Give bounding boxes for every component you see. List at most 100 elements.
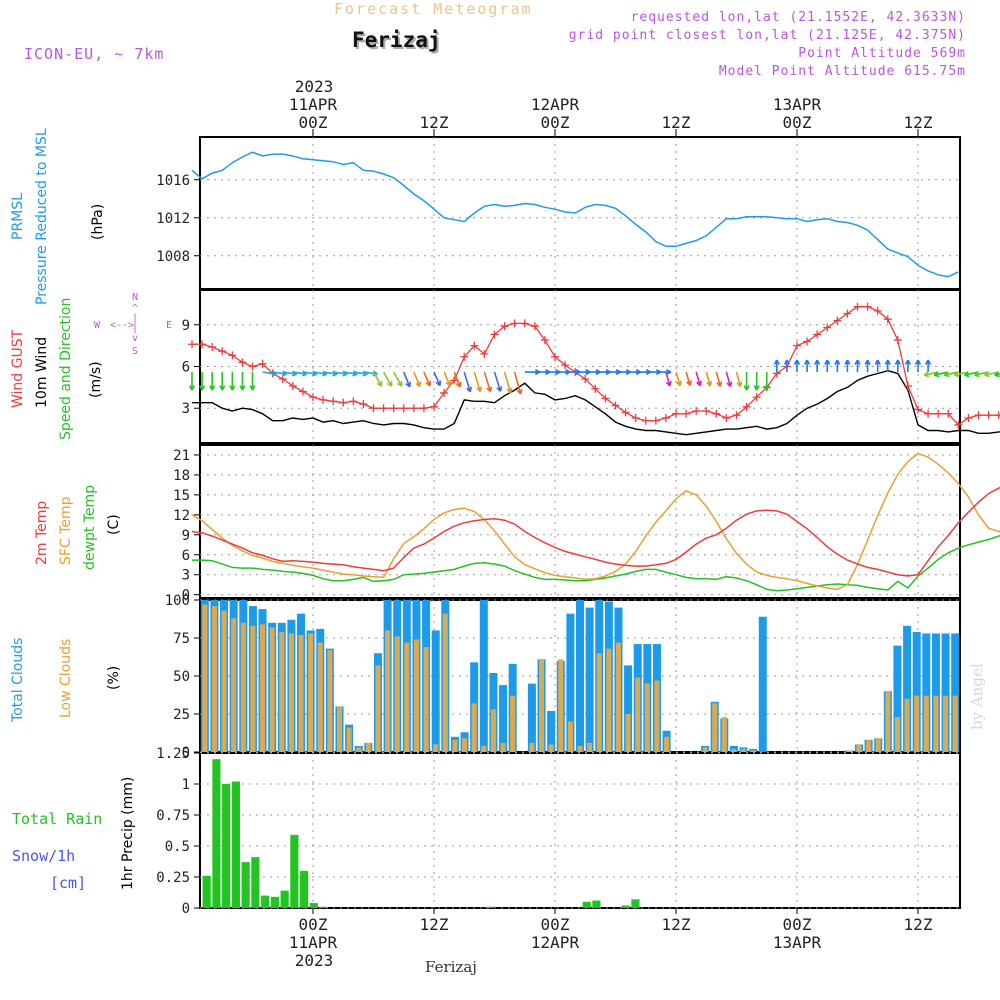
wind-direction-arrow bbox=[725, 371, 732, 387]
wind-direction-arrow bbox=[372, 371, 383, 387]
low-cloud-bar bbox=[471, 703, 477, 752]
gust-marker bbox=[954, 420, 963, 429]
total-rain-label: Total Rain bbox=[12, 810, 103, 828]
location-title: Ferizaj bbox=[352, 28, 441, 52]
low-cloud-bar bbox=[664, 736, 670, 752]
gridpoint-lonlat: grid point closest lon,lat (21.125E, 42.… bbox=[568, 28, 966, 43]
wind-direction-arrow bbox=[513, 371, 522, 395]
rain-bar bbox=[290, 834, 299, 908]
low-cloud-bar bbox=[587, 742, 593, 752]
wind-arrow-head bbox=[198, 385, 206, 391]
low-cloud-bar bbox=[596, 653, 602, 752]
wind-arrow-head bbox=[736, 381, 743, 388]
low-cloud-bar bbox=[288, 633, 294, 752]
gust-marker bbox=[500, 322, 509, 331]
wind-arrow-head bbox=[834, 359, 841, 365]
pressure-line bbox=[191, 151, 959, 278]
total-cloud-bar bbox=[729, 745, 738, 752]
gust-marker bbox=[752, 393, 761, 402]
low-cloud-bar bbox=[481, 745, 487, 752]
snow-label: Snow/1h bbox=[12, 847, 76, 865]
wind-arrow-head bbox=[974, 371, 980, 378]
low-cloud-bar bbox=[240, 622, 246, 752]
y-tick-label: 1 bbox=[182, 777, 190, 793]
gust-marker bbox=[399, 404, 408, 413]
rain-bar bbox=[222, 784, 231, 908]
wind-direction-arrow bbox=[282, 371, 297, 375]
low-cloud-bar bbox=[846, 750, 852, 752]
wind-direction-arrow bbox=[984, 371, 999, 376]
gust-marker bbox=[319, 395, 328, 404]
model-label: ICON-EU, ~ 7km bbox=[24, 45, 165, 63]
wind-direction-arrow bbox=[322, 371, 338, 375]
total-cloud-bar bbox=[922, 633, 931, 752]
rain-bar bbox=[621, 905, 630, 908]
gust-marker bbox=[208, 343, 217, 352]
low-cloud-bar bbox=[914, 695, 920, 752]
wind-arrow-head bbox=[516, 388, 523, 395]
wind-arrow-head bbox=[844, 359, 851, 365]
gust-marker bbox=[984, 411, 993, 420]
wind-arrow-head bbox=[763, 385, 770, 391]
wind-direction-arrow bbox=[333, 371, 348, 375]
gust-marker bbox=[873, 306, 882, 315]
gust-marker bbox=[339, 398, 348, 407]
point-altitude: Point Altitude 569m bbox=[798, 46, 966, 61]
y-tick-label: 25 bbox=[173, 707, 190, 723]
y-tick-label: 3 bbox=[182, 401, 190, 417]
wind-arrow-head bbox=[455, 381, 462, 388]
total-cloud-bar bbox=[431, 630, 440, 752]
y-tick-label: 0 bbox=[182, 588, 190, 604]
total-cloud-bar bbox=[893, 645, 902, 752]
gust-marker bbox=[591, 384, 600, 393]
wind-direction-arrow bbox=[382, 371, 393, 387]
gust-marker bbox=[561, 361, 570, 370]
gust-marker bbox=[379, 404, 388, 413]
rain-bar bbox=[251, 857, 260, 908]
gust-marker bbox=[611, 401, 620, 410]
low-cloud-bar bbox=[298, 634, 304, 752]
gust-marker bbox=[430, 402, 438, 411]
wind-direction-arrow bbox=[964, 371, 979, 376]
low-cloud-bar bbox=[539, 659, 545, 752]
bottom-date-label: 13APR bbox=[773, 933, 822, 952]
rain-bar bbox=[280, 890, 289, 908]
wind-arrow-head bbox=[696, 380, 703, 387]
temp2m-line bbox=[191, 486, 1000, 577]
low-cloud-bar bbox=[875, 738, 881, 752]
gust-marker bbox=[924, 409, 933, 418]
wind-direction-arrow bbox=[262, 371, 277, 375]
y-tick-label: 9 bbox=[182, 528, 190, 544]
gust-marker bbox=[692, 407, 701, 416]
gust-marker bbox=[581, 375, 590, 384]
low-cloud-bar bbox=[606, 648, 612, 752]
sfc-temp-line bbox=[191, 452, 1000, 591]
low-cloud-bar bbox=[731, 748, 737, 752]
top-date-label: 11APR bbox=[289, 95, 338, 114]
top-date-label: 12APR bbox=[531, 95, 580, 114]
low-cloud-bar bbox=[308, 633, 314, 752]
wind-arrow-head bbox=[219, 385, 226, 391]
wind-arrow-head bbox=[425, 380, 432, 387]
gust-marker bbox=[601, 394, 610, 403]
wind-arrow-head bbox=[994, 371, 1000, 378]
gust-marker bbox=[238, 358, 247, 367]
low-cloud-bar bbox=[250, 625, 256, 752]
gust-marker bbox=[409, 404, 418, 413]
y-tick-label: 1012 bbox=[156, 211, 190, 227]
wind-direction-arrow bbox=[302, 371, 318, 375]
compass-arrows-horizontal: <--> bbox=[110, 320, 135, 331]
wind-direction-arrow bbox=[954, 371, 969, 376]
wind-arrow-head bbox=[803, 359, 811, 365]
wind-arrow-head bbox=[396, 381, 403, 387]
y-tick-label: 6 bbox=[182, 548, 190, 564]
low-cloud-bar bbox=[279, 631, 285, 752]
wind-direction-arrow bbox=[675, 371, 681, 386]
top-date-label: 13APR bbox=[773, 95, 822, 114]
requested-lonlat: requested lon,lat (21.1552E, 42.3633N) bbox=[630, 10, 966, 25]
gust-marker bbox=[863, 302, 872, 311]
gust-marker bbox=[641, 416, 650, 425]
gust-marker bbox=[702, 407, 711, 416]
low-cloud-bar bbox=[615, 642, 621, 752]
